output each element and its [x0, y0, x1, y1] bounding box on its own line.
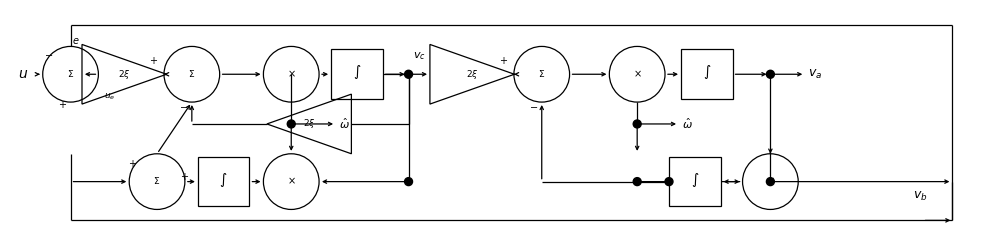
Text: $-$: $-$	[179, 101, 188, 111]
Text: $\hat{\omega}$: $\hat{\omega}$	[339, 117, 350, 131]
Text: $2\xi$: $2\xi$	[118, 68, 131, 81]
Text: $\int$: $\int$	[691, 171, 699, 189]
Circle shape	[633, 120, 641, 128]
Circle shape	[633, 178, 641, 186]
Text: $u_e$: $u_e$	[104, 91, 116, 102]
Text: $v_c$: $v_c$	[413, 51, 425, 62]
Bar	[198, 157, 249, 206]
Text: $+$: $+$	[58, 99, 67, 110]
Text: $\int$: $\int$	[703, 63, 711, 81]
Text: $+$: $+$	[149, 55, 158, 66]
Text: $\Sigma$: $\Sigma$	[153, 175, 161, 186]
Text: $\int$: $\int$	[219, 171, 228, 189]
Text: $e$: $e$	[72, 37, 79, 47]
Text: $v_a$: $v_a$	[808, 68, 822, 81]
Text: $\times$: $\times$	[287, 69, 296, 79]
Bar	[681, 49, 733, 99]
Text: $-$: $-$	[44, 49, 53, 59]
Circle shape	[405, 70, 413, 78]
Circle shape	[405, 178, 413, 186]
Text: $-$: $-$	[529, 101, 538, 111]
Text: $\times$: $\times$	[287, 176, 296, 187]
Text: $\Sigma$: $\Sigma$	[538, 68, 545, 79]
Text: $\int$: $\int$	[353, 63, 361, 81]
Text: $\Sigma$: $\Sigma$	[67, 68, 74, 79]
Bar	[331, 49, 383, 99]
Text: $\hat{\omega}$: $\hat{\omega}$	[682, 117, 693, 131]
Text: $2\xi$: $2\xi$	[303, 117, 316, 131]
Circle shape	[665, 178, 673, 186]
Text: $2\xi$: $2\xi$	[466, 68, 479, 81]
Text: $+$: $+$	[499, 55, 508, 66]
Bar	[669, 157, 721, 206]
Text: $\times$: $\times$	[633, 69, 642, 79]
Text: $u$: $u$	[18, 67, 28, 81]
Text: $\Sigma$: $\Sigma$	[188, 68, 195, 79]
Circle shape	[766, 178, 774, 186]
Text: $\times$: $\times$	[766, 176, 775, 187]
Text: $+$: $+$	[128, 158, 137, 169]
Circle shape	[766, 70, 774, 78]
Text: $v_b$: $v_b$	[913, 190, 927, 203]
Text: $+$: $+$	[180, 171, 189, 182]
Circle shape	[287, 120, 295, 128]
